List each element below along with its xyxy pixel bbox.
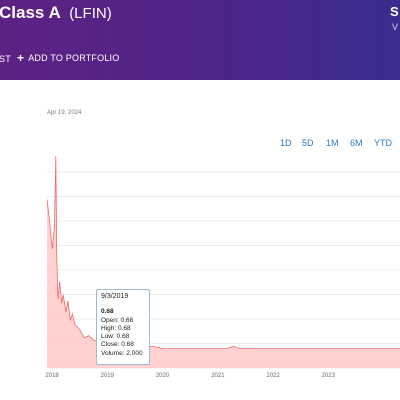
plus-icon: + [17, 51, 25, 65]
add-to-watchlist-link[interactable]: ST [0, 54, 11, 64]
tooltip-high: High: 0.68 [101, 324, 131, 332]
x-tick-label: 2023 [321, 373, 335, 379]
x-tick-label: 2018 [45, 373, 59, 379]
price-area [47, 156, 400, 368]
x-tick-label: 2022 [266, 373, 280, 379]
price-line [46, 156, 400, 349]
tooltip-volume: Volume: 2,000 [101, 349, 143, 357]
range-ytd-button[interactable]: YTD [374, 138, 392, 148]
tooltip-open: Open: 0.68 [101, 316, 134, 324]
stock-title: Class A (LFIN) [0, 3, 112, 23]
range-6m-button[interactable]: 6M [350, 138, 363, 148]
price-chart[interactable] [0, 150, 400, 372]
range-selector: 1D 5D 1M 6M YTD [0, 138, 400, 152]
quote-price: S [390, 4, 399, 19]
x-tick-label: 2019 [100, 373, 114, 379]
x-tick-label: 2020 [155, 373, 170, 379]
tooltip-date: 9/3/2019 [101, 293, 129, 300]
tooltip-close: Close: 0.68 [101, 341, 134, 349]
x-tick-label: 2021 [211, 373, 225, 379]
range-1m-button[interactable]: 1M [326, 138, 339, 148]
tooltip-low: Low: 0.68 [101, 333, 130, 341]
quote-header: Class A (LFIN) S V ST + ADD TO PORTFOLIO [0, 0, 400, 80]
tooltip-price: 0.68 [101, 308, 114, 316]
last-updated-date: Apr 19, 2024 [47, 110, 82, 116]
range-5d-button[interactable]: 5D [302, 138, 314, 148]
company-name: Class A [0, 3, 61, 22]
add-to-portfolio-button[interactable]: + ADD TO PORTFOLIO [17, 51, 120, 65]
price-tooltip: 9/3/2019 0.68 Open: 0.68 High: 0.68 Low:… [96, 289, 150, 365]
ticker-symbol: (LFIN) [69, 5, 112, 22]
add-to-portfolio-label: ADD TO PORTFOLIO [28, 53, 120, 63]
quote-change: V [392, 22, 399, 32]
range-1d-button[interactable]: 1D [280, 138, 292, 148]
